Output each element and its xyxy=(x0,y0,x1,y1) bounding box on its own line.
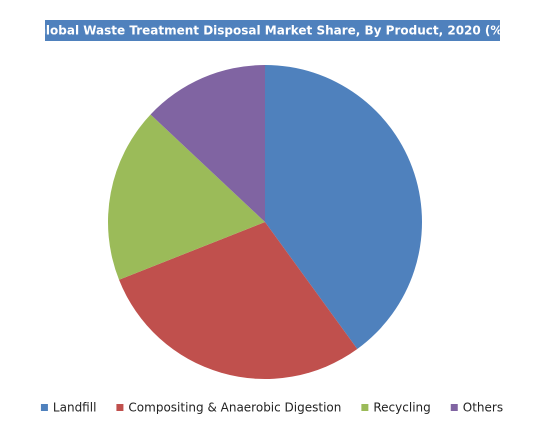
legend-swatch xyxy=(450,404,458,411)
chart-title: Global Waste Treatment Disposal Market S… xyxy=(36,24,508,38)
pie xyxy=(108,65,422,379)
legend-label: Compositing & Anaerobic Digestion xyxy=(128,401,341,415)
pie-slice xyxy=(150,65,265,222)
pie-slice xyxy=(119,222,358,379)
legend: Landfill Compositing & Anaerobic Digestio… xyxy=(40,401,503,415)
legend-swatch xyxy=(361,404,369,411)
pie-slice xyxy=(108,114,265,280)
legend-label: Recycling xyxy=(373,401,430,415)
legend-label: Landfill xyxy=(53,401,97,415)
legend-swatch xyxy=(40,404,48,411)
legend-swatch xyxy=(116,404,124,411)
title-background xyxy=(45,20,500,41)
pie-slice xyxy=(265,65,422,350)
legend-label: Others xyxy=(463,401,503,415)
